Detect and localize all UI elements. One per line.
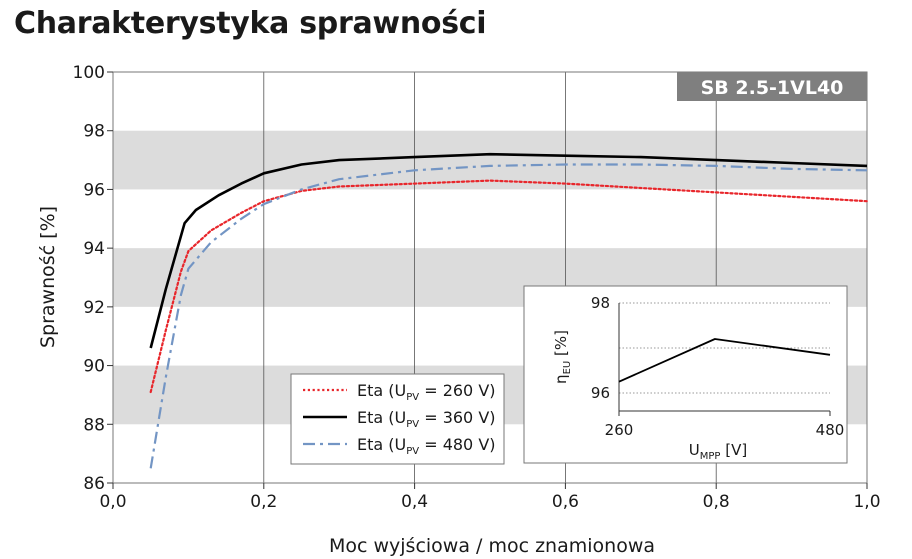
y-tick-label: 88 xyxy=(83,415,105,435)
inset-y-tick-label: 96 xyxy=(591,384,610,402)
x-tick-label: 1,0 xyxy=(853,492,880,512)
x-tick-label: 0,2 xyxy=(250,492,277,512)
y-tick-label: 90 xyxy=(83,357,105,377)
legend-label-3: Eta (UPV = 480 V) xyxy=(357,435,496,457)
legend xyxy=(290,373,505,465)
inset-x-axis-label: UMPP [V] xyxy=(689,441,747,462)
y-axis-label: Sprawność [%] xyxy=(37,206,59,348)
inset-y-tick-label: 98 xyxy=(591,294,610,312)
y-tick-label: 86 xyxy=(83,474,105,494)
inset-x-tick-label: 260 xyxy=(605,421,634,439)
inset-series-line xyxy=(618,338,831,383)
y-tick-label: 96 xyxy=(83,180,105,200)
model-badge xyxy=(677,72,867,101)
x-axis-label: Moc wyjściowa / moc znamionowa xyxy=(329,535,655,557)
x-tick-label: 0,4 xyxy=(401,492,428,512)
x-tick-label: 0,0 xyxy=(99,492,126,512)
inset-y-axis-label: ηEU [%] xyxy=(552,330,573,384)
page-title: Charakterystyka sprawności xyxy=(14,6,487,41)
series-line-1 xyxy=(149,179,869,394)
series-line-2 xyxy=(149,152,868,349)
legend-label-2: Eta (UPV = 360 V) xyxy=(357,408,496,430)
y-tick-label: 98 xyxy=(83,122,105,142)
x-tick-label: 0,8 xyxy=(703,492,730,512)
legend-label-1: Eta (UPV = 260 V) xyxy=(357,381,496,403)
y-tick-label: 94 xyxy=(83,239,105,259)
inset-panel xyxy=(523,285,848,464)
y-tick-label: 100 xyxy=(73,63,105,83)
plot-frame xyxy=(112,71,868,484)
model-badge-label: SB 2.5-1VL40 xyxy=(701,77,844,99)
y-tick-label: 92 xyxy=(83,298,105,318)
x-tick-label: 0,6 xyxy=(552,492,579,512)
inset-x-tick-label: 480 xyxy=(816,421,845,439)
